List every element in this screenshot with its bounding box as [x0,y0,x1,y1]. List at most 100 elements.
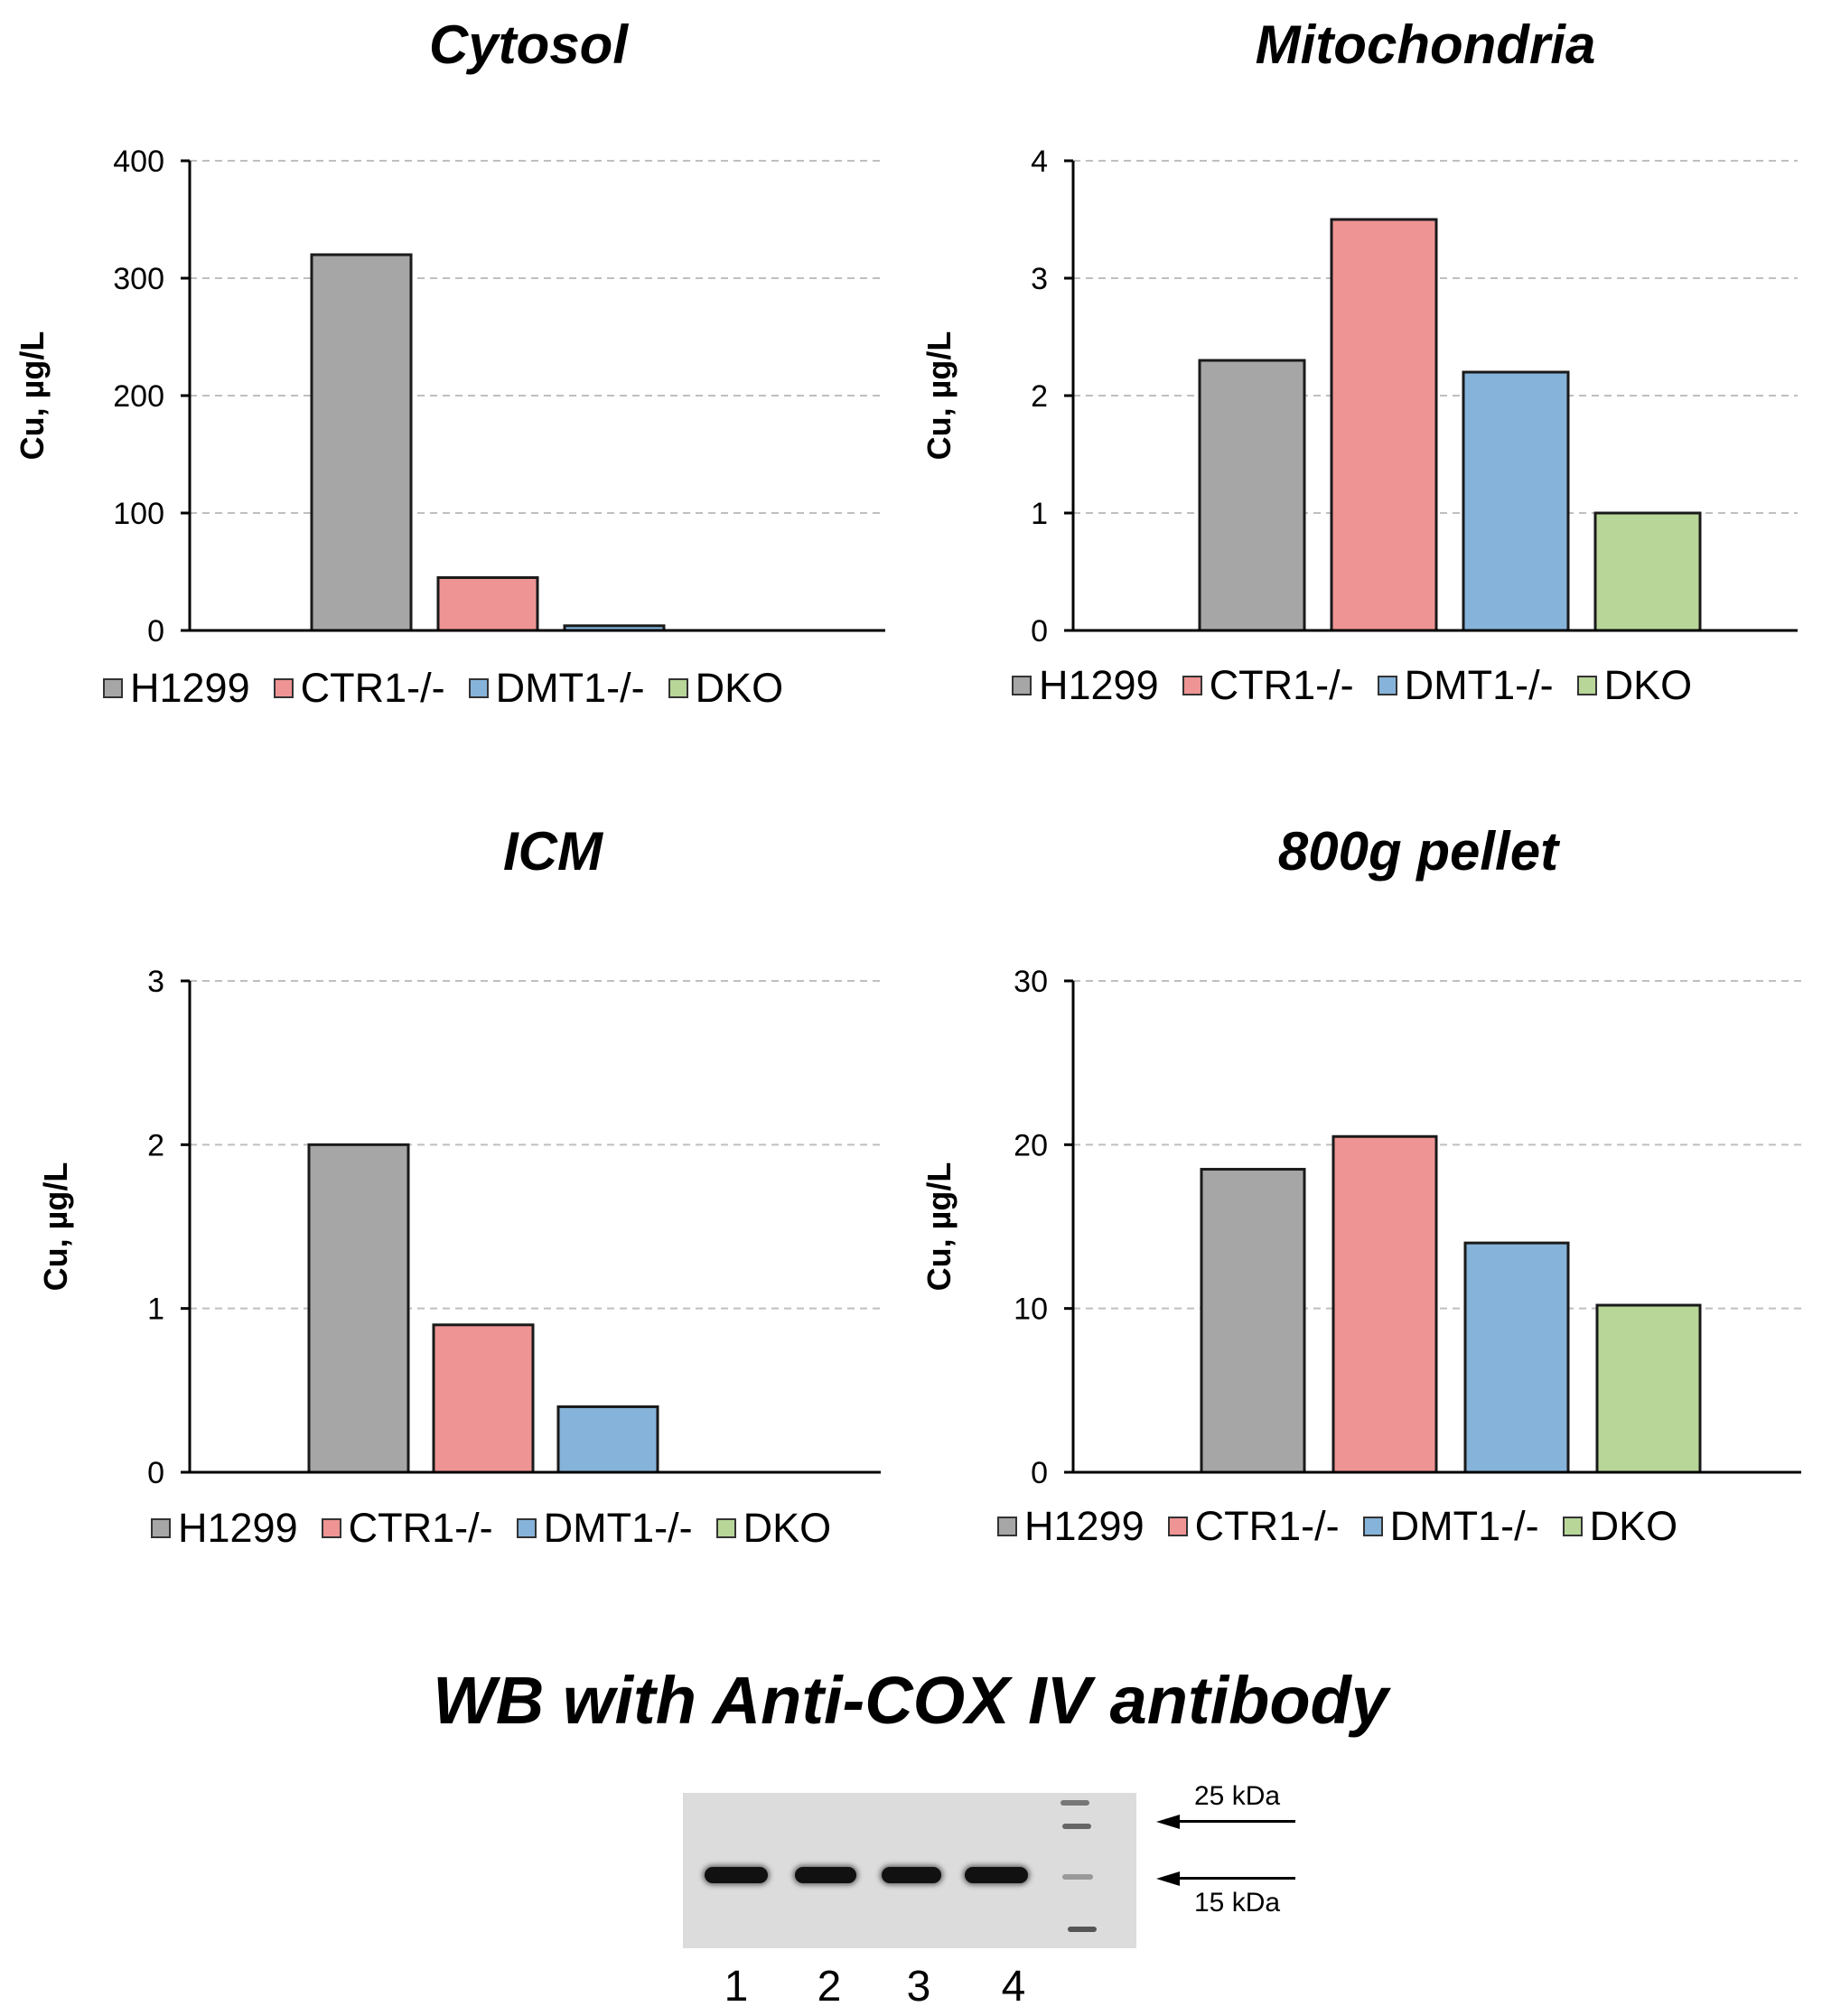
y-tick-label: 3 [1031,262,1048,296]
chart-mitochondria: 0 1 2 3 4 Cu, µg/L [920,145,1798,649]
y-axis-label: Cu, µg/L [37,1162,74,1292]
legend-mitochondria: H1299 CTR1-/- DMT1-/- DKO [1012,662,1715,709]
y-tick-label: 4 [1031,145,1048,179]
bar-ctr1 [1330,218,1438,632]
bar-dko [1593,511,1702,632]
legend-label: DKO [743,1505,832,1551]
legend-item: DMT1-/- [516,1505,693,1552]
bar-dko [1595,1303,1702,1474]
legend-item: CTR1-/- [273,665,445,712]
legend-label: DMT1-/- [543,1505,693,1551]
legend-swatch [668,678,688,698]
legend-label: DMT1-/- [1389,1503,1539,1549]
legend-item: CTR1-/- [1182,662,1354,709]
blot-band-lane-1 [705,1867,768,1883]
chart-icm: 0 1 2 3 Cu, µg/L [37,965,881,1490]
y-tick-label: 0 [147,1456,164,1490]
y-tick-label: 1 [147,1293,164,1327]
y-tick-label: 200 [113,379,164,414]
y-tick-label: 2 [1031,379,1048,414]
y-tick-label: 0 [1031,614,1048,649]
legend-swatch [997,1517,1017,1536]
blot-band-lane-2 [795,1867,856,1883]
legend-swatch [1377,676,1397,695]
legend-swatch [103,678,123,698]
legend-item: DKO [715,1505,832,1552]
y-tick-label: 300 [113,262,164,296]
chart-cytosol: 0 100 200 300 400 Cu, µg/L [14,145,885,649]
legend-item: DMT1-/- [1362,1503,1539,1550]
bar-h1299 [1198,359,1306,632]
legend-item: H1299 [997,1503,1145,1550]
legend-item: H1299 [103,665,250,712]
y-tick-label: 0 [1031,1456,1048,1490]
western-blot-title: WB with Anti-COX IV antibody [433,1663,1388,1738]
y-tick-label: 1 [1031,497,1048,531]
marker-arrow-25kda-head [1156,1815,1180,1829]
chart-title-mitochondria: Mitochondria [1255,14,1596,75]
y-tick-label: 3 [147,965,164,999]
marker-label-25kda: 25 kDa [1194,1781,1281,1811]
legend-label: DKO [1603,662,1693,708]
bar-dmt1 [1463,1241,1570,1474]
legend-item: DMT1-/- [468,665,645,712]
legend-label: H1299 [1024,1503,1145,1549]
lane-label-3: 3 [906,1963,931,2011]
y-tick-label: 2 [147,1128,164,1162]
legend-label: CTR1-/- [300,665,445,711]
y-axis-label: Cu, µg/L [920,331,958,461]
y-tick-label: 10 [1014,1293,1048,1327]
legend-item: DMT1-/- [1377,662,1554,709]
legend-label: DKO [695,665,784,711]
legend-swatch [1012,676,1032,695]
legend-swatch [516,1518,537,1538]
legend-swatch [151,1518,171,1538]
chart-title-cytosol: Cytosol [428,14,629,75]
legend-item: CTR1-/- [321,1505,493,1552]
bar-h1299 [310,253,413,632]
legend-label: H1299 [1039,662,1159,708]
y-tick-label: 20 [1014,1128,1048,1162]
legend-swatch [1182,676,1202,695]
ladder-band [1068,1927,1097,1932]
marker-arrow-15kda-head [1156,1871,1180,1886]
legend-item: DKO [668,665,784,712]
y-axis-label: Cu, µg/L [14,331,51,461]
legend-swatch [321,1518,341,1538]
legend-swatch [1576,676,1597,695]
legend-swatch [273,678,294,698]
legend-swatch [1562,1517,1583,1536]
bar-ctr1 [436,576,539,632]
legend-item: DKO [1562,1503,1678,1550]
western-blot-image [683,1793,1136,1948]
bar-ctr1 [432,1323,535,1474]
legend-label: DKO [1589,1503,1678,1549]
legend-cytosol: H1299 CTR1-/- DMT1-/- DKO [103,665,807,712]
legend-item: DKO [1576,662,1693,709]
legend-label: CTR1-/- [1194,1503,1340,1549]
marker-label-15kda: 15 kDa [1194,1888,1281,1918]
legend-item: H1299 [1012,662,1159,709]
ladder-band [1062,1874,1093,1880]
legend-item: CTR1-/- [1167,1503,1340,1550]
bar-dmt1 [1462,370,1570,632]
legend-swatch [1167,1517,1188,1536]
legend-label: CTR1-/- [348,1505,493,1551]
y-tick-label: 0 [147,614,164,649]
lane-label-2: 2 [817,1963,842,2011]
bar-dmt1 [556,1405,659,1474]
legend-label: DMT1-/- [495,665,645,711]
lane-label-4: 4 [1001,1963,1026,2011]
chart-800g-pellet: 0 10 20 30 Cu, µg/L [920,965,1801,1490]
blot-band-lane-3 [882,1867,941,1883]
legend-swatch [1362,1517,1383,1536]
legend-label: CTR1-/- [1209,662,1354,708]
chart-title-800g-pellet: 800g pellet [1277,821,1559,882]
chart-title-icm: ICM [503,821,603,882]
lane-label-1: 1 [724,1963,749,2011]
y-tick-label: 400 [113,145,164,179]
legend-swatch [715,1518,736,1538]
legend-label: H1299 [178,1505,298,1551]
ladder-band [1062,1824,1091,1829]
legend-icm: H1299 CTR1-/- DMT1-/- DKO [151,1505,855,1552]
